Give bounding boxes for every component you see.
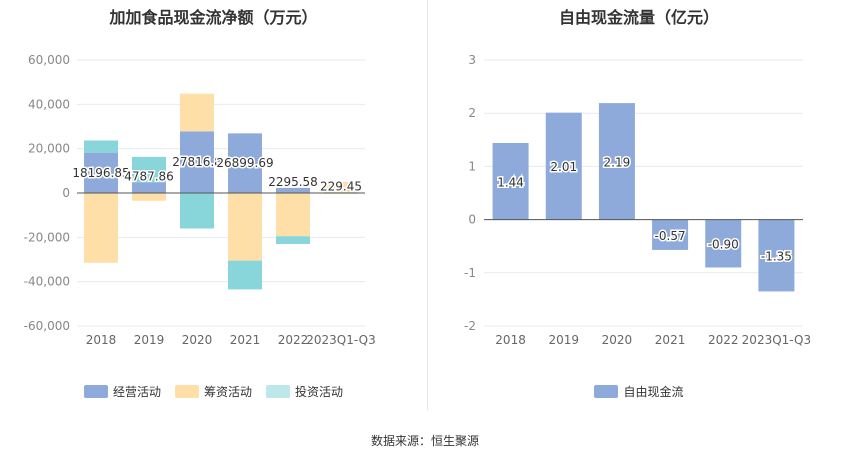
x-tick-label: 2019	[134, 333, 165, 347]
legend-item-operating[interactable]: 经营活动	[83, 383, 161, 400]
legend-item-investing[interactable]: 投资活动	[266, 383, 343, 400]
x-tick-label: 2018	[86, 333, 117, 347]
bar-operating	[180, 131, 214, 193]
legend-swatch-financing	[174, 385, 199, 398]
bar-free-cash-flow	[652, 219, 689, 250]
y-tick-label: 20,000	[28, 142, 70, 156]
data-label: -0.90	[708, 238, 739, 252]
bar-operating	[228, 133, 262, 193]
legend-item-fcf[interactable]: 自由现金流	[594, 383, 684, 400]
y-tick-label: -2	[464, 319, 476, 333]
bar-free-cash-flow	[758, 219, 795, 292]
bar-financing	[132, 193, 166, 201]
bar-financing	[228, 193, 262, 261]
bar-investing	[180, 193, 214, 229]
x-tick-label: 2022	[278, 333, 309, 347]
x-tick-label: 2021	[230, 333, 261, 347]
data-label: -1.35	[761, 250, 792, 264]
bar-free-cash-flow	[598, 103, 635, 220]
x-tick-label: 2021	[655, 333, 686, 347]
x-tick-label: 2018	[495, 333, 526, 347]
data-label: 2295.58	[268, 175, 318, 189]
y-tick-label: 0	[468, 213, 476, 227]
legend-item-financing[interactable]: 筹资活动	[174, 383, 252, 400]
data-label: 1.44	[497, 175, 524, 189]
free-cash-flow-panel: 自由现金流量（亿元） 3 2 1 0 -1 -2 2018 2019 2020 2021 2022 2…	[428, 0, 850, 410]
y-tick-label: 60,000	[28, 53, 70, 67]
data-label: 2.01	[550, 160, 577, 174]
bar-operating	[276, 187, 310, 193]
bar-financing	[324, 181, 358, 193]
legend-label-investing: 投资活动	[295, 385, 344, 399]
right-legend: 自由现金流	[428, 383, 850, 400]
data-label: 4787.86	[124, 169, 174, 183]
right-chart-title: 自由现金流量（亿元）	[558, 8, 719, 27]
x-tick-label: 2022	[708, 333, 739, 347]
data-label: 229.45	[320, 179, 362, 193]
legend-swatch-operating	[83, 385, 108, 398]
data-label: -0.57	[655, 229, 686, 243]
x-tick-label: 2020	[182, 333, 213, 347]
y-tick-label: 40,000	[28, 97, 70, 111]
data-label: 2.19	[604, 155, 631, 169]
bar-financing	[84, 193, 118, 263]
y-tick-label: 3	[468, 53, 476, 67]
bar-operating	[132, 182, 166, 193]
legend-swatch-investing	[266, 385, 290, 398]
y-tick-label: -60,000	[24, 319, 70, 333]
legend-swatch-fcf	[594, 385, 619, 398]
bar-free-cash-flow	[492, 142, 529, 220]
bar-investing	[84, 140, 118, 153]
bar-investing	[228, 260, 262, 290]
bar-investing	[132, 156, 166, 183]
source-note: 数据来源：恒生聚源	[370, 434, 479, 448]
left-chart-title: 加加食品现金流净额（万元）	[109, 8, 318, 27]
data-label: 26899.69	[216, 156, 273, 170]
bar-financing	[180, 93, 214, 132]
legend-label-operating: 经营活动	[112, 385, 161, 399]
x-tick-label: 2020	[602, 333, 633, 347]
x-tick-label: 2023Q1-Q3	[306, 333, 375, 347]
y-tick-label: 1	[468, 159, 476, 173]
legend-label-fcf: 自由现金流	[623, 385, 684, 399]
y-tick-label: 2	[468, 106, 476, 120]
cash-flow-chart: 60,000 40,000 20,000 0 -20,000 -40,000 -60,000…	[24, 53, 376, 347]
data-label: 27816.8	[172, 155, 222, 169]
bar-operating	[84, 152, 118, 193]
panel-divider	[427, 0, 428, 410]
y-tick-label: 0	[62, 186, 70, 200]
x-tick-label: 2023Q1-Q3	[742, 333, 811, 347]
data-label: 18196.85	[72, 166, 129, 180]
x-tick-label: 2019	[548, 333, 579, 347]
bar-free-cash-flow	[545, 112, 582, 220]
left-legend: 经营活动 筹资活动 投资活动	[0, 383, 427, 400]
bar-financing	[276, 193, 310, 237]
cash-flow-chart-panel: 加加食品现金流净额（万元） 60,000 40,000 20,000 0 -20,000…	[0, 0, 427, 410]
bar-free-cash-flow	[705, 219, 742, 268]
legend-label-financing: 筹资活动	[203, 385, 252, 399]
y-tick-label: -40,000	[24, 275, 70, 289]
y-tick-label: -1	[464, 266, 476, 280]
bar-investing	[276, 236, 310, 244]
y-tick-label: -20,000	[24, 230, 70, 244]
free-cash-flow-chart: 3 2 1 0 -1 -2 2018 2019 2020 2021 2022 2023Q1-Q3 1.4…	[464, 53, 811, 347]
